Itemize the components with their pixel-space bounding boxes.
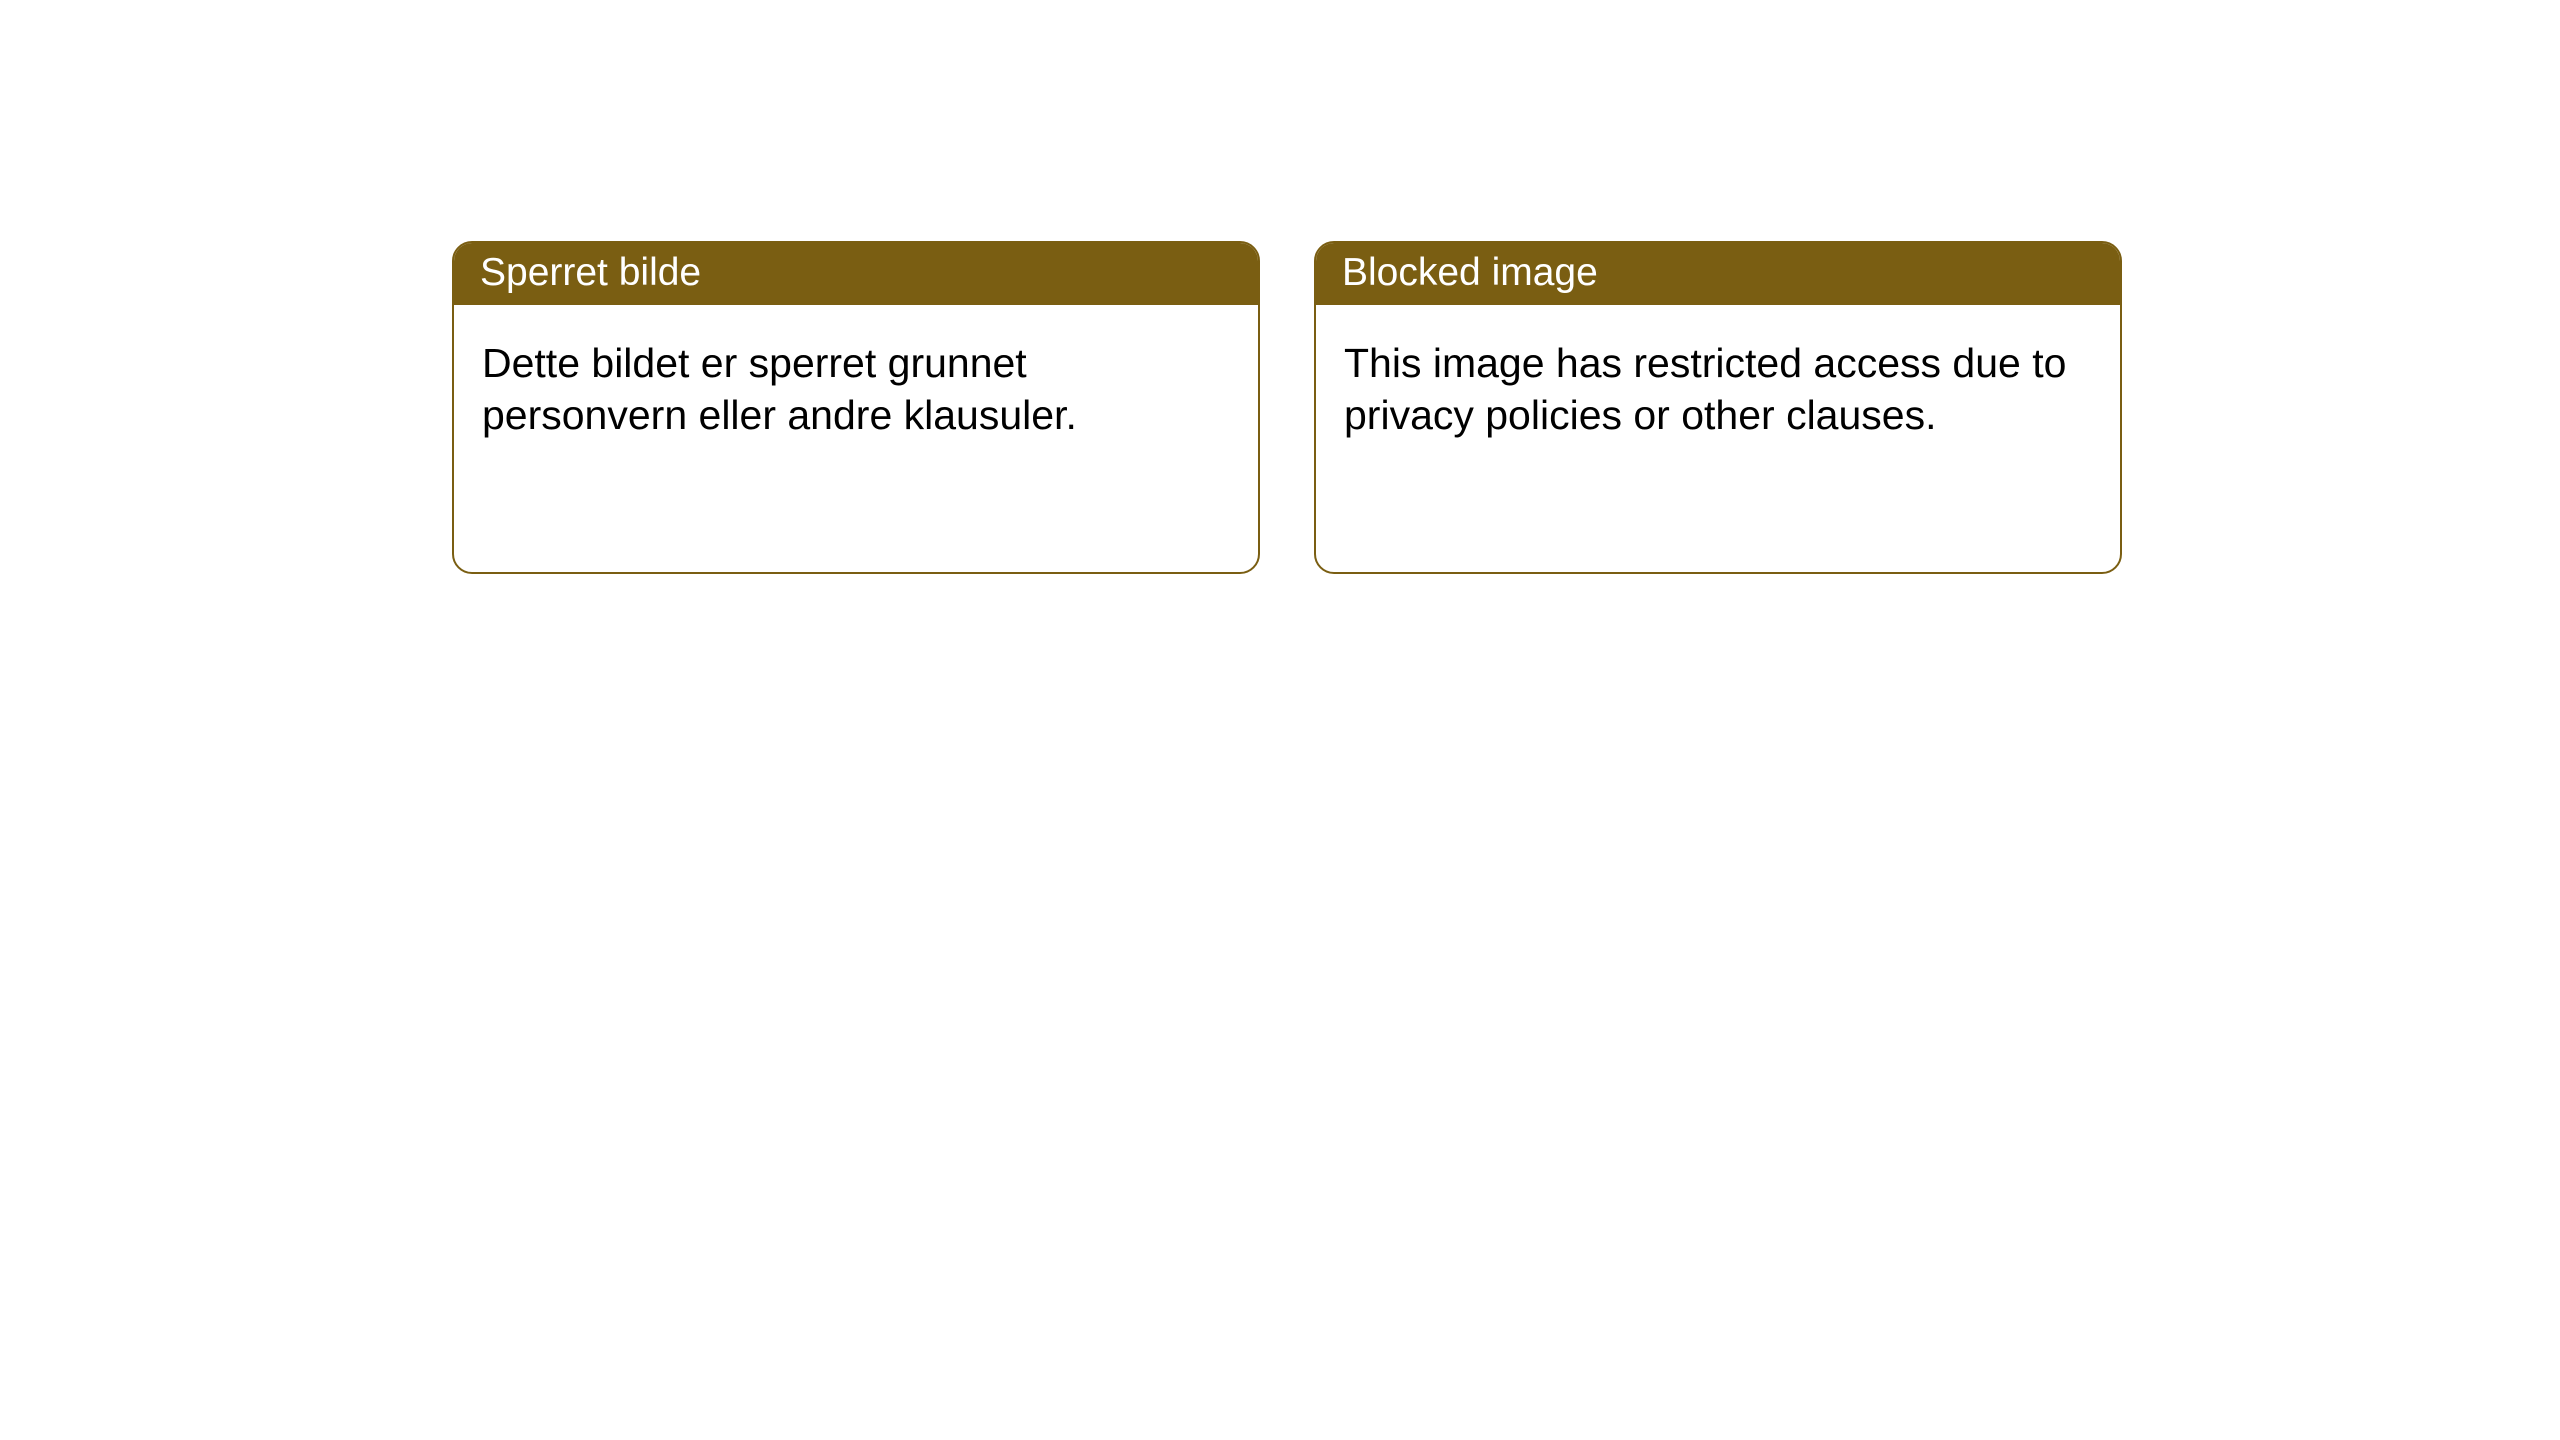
notice-container: Sperret bilde Dette bildet er sperret gr…	[0, 0, 2560, 574]
notice-header: Sperret bilde	[454, 243, 1258, 305]
notice-body: This image has restricted access due to …	[1316, 305, 2120, 474]
notice-header: Blocked image	[1316, 243, 2120, 305]
notice-card-norwegian: Sperret bilde Dette bildet er sperret gr…	[452, 241, 1260, 574]
notice-body: Dette bildet er sperret grunnet personve…	[454, 305, 1258, 474]
notice-card-english: Blocked image This image has restricted …	[1314, 241, 2122, 574]
